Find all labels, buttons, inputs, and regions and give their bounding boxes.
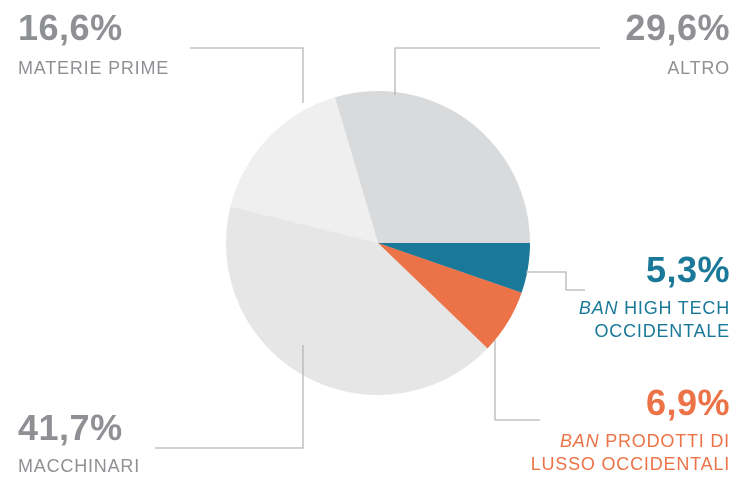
slice-label-materie-prime-value: 16,6% [18, 7, 123, 48]
pie-slice-macchinari [226, 206, 488, 395]
slice-label-lusso-rest-2: LUSSO OCCIDENTALI [530, 453, 730, 474]
slice-label-macchinari-value: 41,7% [18, 407, 123, 448]
slice-label-high-tech-value: 5,3% [645, 249, 730, 290]
leader-line-macchinari [155, 345, 304, 449]
leader-line-materie-prime [190, 47, 304, 103]
slice-label-altro-name: ALTRO [667, 58, 730, 78]
leader-line-ban-high-tech [526, 271, 585, 291]
slice-label-lusso-rest-1: PRODOTTI DI [605, 431, 730, 451]
leader-line-ban-lusso [494, 340, 540, 421]
slice-label-high-tech-rest-1: HIGH TECH [624, 298, 730, 318]
slice-label-high-tech-rest-2: OCCIDENTALE [594, 320, 730, 341]
slice-label-macchinari-name: MACCHINARI [18, 456, 141, 476]
slice-label-materie-prime-name: MATERIE PRIME [18, 58, 170, 78]
slice-label-lusso-name: BAN PRODOTTI DI LUSSO OCCIDENTALI [531, 430, 730, 475]
pie-slice-ban-lusso [378, 243, 522, 349]
pie-slice-ban-high-tech [378, 243, 530, 293]
leader-line-altro [394, 47, 600, 95]
leader-lines [155, 47, 600, 449]
slice-label-lusso-ban: BAN [559, 431, 600, 451]
pie-slice-materie-prime [230, 97, 378, 243]
slice-label-lusso-value: 6,9% [645, 382, 730, 423]
slice-label-altro-value: 29,6% [625, 7, 730, 48]
pie-slices [226, 90, 530, 395]
slice-label-high-tech-name: BAN HIGH TECH OCCIDENTALE [579, 297, 730, 342]
pie-slice-altro [334, 90, 530, 243]
slice-label-high-tech-ban: BAN [578, 298, 619, 318]
